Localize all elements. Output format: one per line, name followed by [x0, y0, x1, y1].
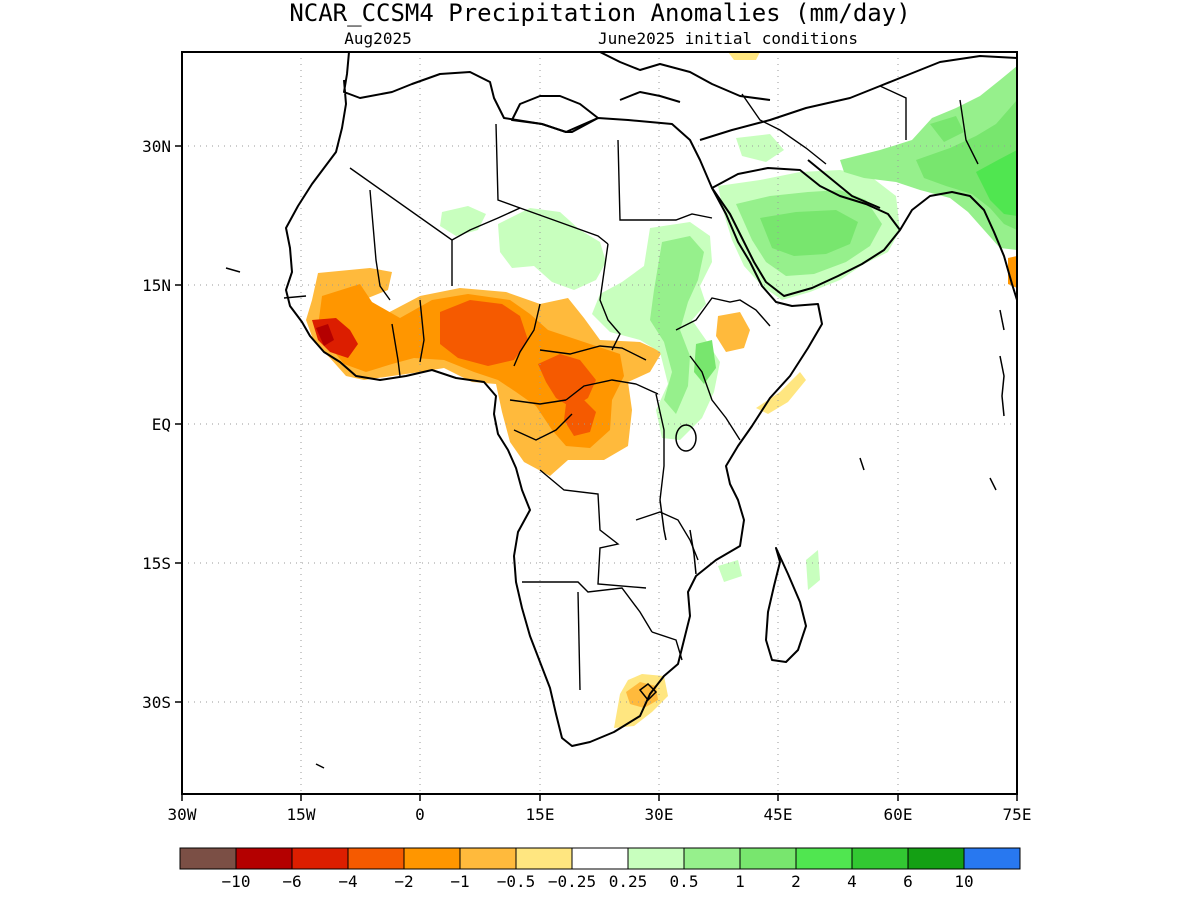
- colorbar-swatch: [515, 847, 573, 870]
- lon-label-0: 0: [415, 805, 425, 824]
- colorbar-label: 0.5: [670, 872, 699, 891]
- colorbar-label: 6: [903, 872, 913, 891]
- colorbar-label: −0.25: [548, 872, 596, 891]
- lat-tick-marks: [175, 145, 182, 703]
- colorbar-label: 0.25: [609, 872, 648, 891]
- colorbar-swatch: [459, 847, 517, 870]
- colorbar-swatch: [851, 847, 909, 870]
- valid-month-label: Aug2025: [344, 29, 411, 48]
- colorbar-swatch: [739, 847, 797, 870]
- colorbar-swatch: [683, 847, 741, 870]
- map-title: NCAR_CCSM4 Precipitation Anomalies (mm/d…: [289, 0, 910, 27]
- colorbar-label: 1: [735, 872, 745, 891]
- colorbar-label: 2: [791, 872, 801, 891]
- lon-label-30w: 30W: [168, 805, 197, 824]
- lat-label-30n: 30N: [142, 137, 171, 156]
- map-frame: [181, 51, 1018, 795]
- colorbar-swatch: [235, 847, 293, 870]
- colorbar-swatch: [291, 847, 349, 870]
- graticule: [182, 52, 1017, 794]
- country-borders: [349, 85, 979, 691]
- lon-label-30e: 30E: [645, 805, 674, 824]
- init-conditions-label: June2025 initial conditions: [598, 29, 858, 48]
- colorbar-label: 4: [847, 872, 857, 891]
- lakes-islands: [225, 267, 1005, 769]
- lon-label-75e: 75E: [1003, 805, 1032, 824]
- colorbar-label: −1: [450, 872, 469, 891]
- lat-label-15s: 15S: [142, 554, 171, 573]
- map-panel: [182, 52, 1017, 794]
- colorbar-swatch: [627, 847, 685, 870]
- colorbar-label: −4: [338, 872, 357, 891]
- lon-label-45e: 45E: [764, 805, 793, 824]
- colorbar-swatch: [963, 847, 1021, 870]
- lon-tick-marks: [181, 794, 1018, 801]
- lon-label-60e: 60E: [884, 805, 913, 824]
- colorbar-label: 10: [954, 872, 973, 891]
- colorbar-label: −10: [222, 872, 251, 891]
- colorbar-swatch: [403, 847, 461, 870]
- colorbar-label: −2: [394, 872, 413, 891]
- colorbar-swatch: [795, 847, 853, 870]
- coastlines: [285, 52, 1017, 747]
- lon-label-15e: 15E: [526, 805, 555, 824]
- lat-label-eq: EQ: [152, 415, 171, 434]
- colorbar-swatch: [571, 847, 629, 870]
- lon-label-15w: 15W: [287, 805, 316, 824]
- colorbar-label: −6: [282, 872, 301, 891]
- lat-label-30s: 30S: [142, 693, 171, 712]
- colorbar: −10 −6 −4 −2 −1 −0.5 −0.25 0.25 0.5 1 2 4 6 10: [179, 847, 1021, 891]
- lat-label-15n: 15N: [142, 276, 171, 295]
- colorbar-swatch: [347, 847, 405, 870]
- colorbar-swatch: [179, 847, 237, 870]
- colorbar-label: −0.5: [497, 872, 536, 891]
- colorbar-swatch: [907, 847, 965, 870]
